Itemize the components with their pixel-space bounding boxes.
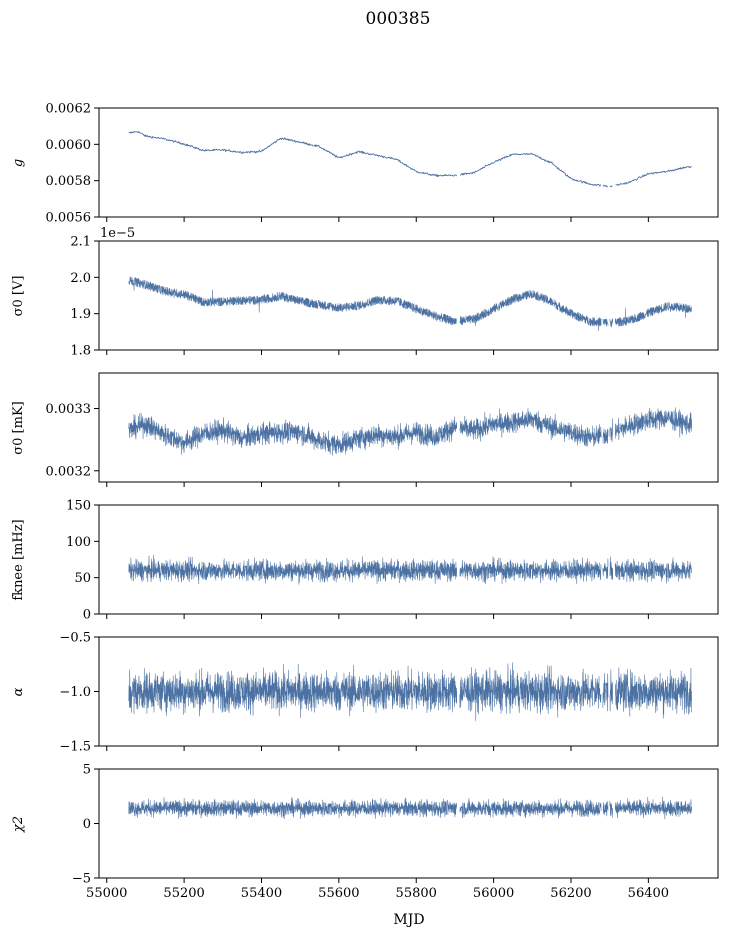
ytick-label: 0.0060 xyxy=(46,138,92,153)
ytick-label: 2.1 xyxy=(70,235,91,250)
series-line-5 xyxy=(128,796,692,820)
ytick-label: −1.5 xyxy=(59,740,91,755)
ytick-label: 5 xyxy=(83,763,91,778)
axes-frame-2 xyxy=(98,372,719,483)
ytick-label: 1.9 xyxy=(70,307,91,322)
series-line-0 xyxy=(128,130,692,188)
ylabel-chi2: χ2 xyxy=(11,816,26,833)
series-path-5 xyxy=(128,796,692,820)
ylabel-g: g xyxy=(11,159,26,167)
ytick-label: −5 xyxy=(72,872,91,887)
ytick-label: 0 xyxy=(83,608,91,623)
series-line-4 xyxy=(128,662,692,721)
ylabel-fknee: fknee [mHz] xyxy=(11,519,26,600)
figure-title: 000385 xyxy=(366,9,431,29)
series-path-2 xyxy=(128,407,692,456)
ylabel-alpha: α xyxy=(11,687,26,696)
xtick-label: 55200 xyxy=(163,886,204,901)
panel-gain: g 0.0056 0.0058 0.0060 0.0062 xyxy=(11,102,719,226)
ytick-label: 0.0062 xyxy=(46,102,92,117)
series-line-3 xyxy=(128,555,692,585)
series-line-2 xyxy=(128,407,692,456)
panel-chi2: χ2 −5 0 5 55000 55200 55400 55600 55800 56000 562… xyxy=(11,763,719,901)
series-path-0 xyxy=(128,130,692,188)
panel-alpha: α −1.5 −1.0 −0.5 xyxy=(11,631,719,755)
axes-frame-5 xyxy=(98,768,719,879)
xtick-label: 55800 xyxy=(396,886,437,901)
series-path-4 xyxy=(128,662,692,721)
axes-frame-1 xyxy=(98,240,719,351)
ytick-label: 0 xyxy=(83,817,91,832)
panel-sigma0-mk: σ0 [mK] 0.0032 0.0033 xyxy=(11,372,719,487)
ytick-label: 0.0032 xyxy=(46,464,92,479)
ytick-label: 0.0033 xyxy=(46,402,92,417)
axes-frame-3 xyxy=(98,504,719,615)
ytick-label: 150 xyxy=(66,499,91,514)
ytick-label: 100 xyxy=(66,535,91,550)
xtick-label: 55400 xyxy=(241,886,282,901)
panel-fknee: fknee [mHz] 0 50 100 150 xyxy=(11,499,719,623)
ytick-label: 2.0 xyxy=(70,271,91,286)
ylabel-sigma0-volts: σ0 [V] xyxy=(11,276,26,317)
xtick-label: 55000 xyxy=(86,886,127,901)
ytick-label: 0.0058 xyxy=(46,174,92,189)
ylabel-sigma0-mk: σ0 [mK] xyxy=(11,401,26,454)
ytick-label: −1.0 xyxy=(59,685,91,700)
series-line-1 xyxy=(128,276,692,332)
xtick-label: 56400 xyxy=(628,886,669,901)
xlabel: MJD xyxy=(393,912,424,928)
ytick-label: 50 xyxy=(74,571,91,586)
series-path-3 xyxy=(128,555,692,585)
ytick-label: 1.8 xyxy=(70,344,91,359)
ytick-label: −0.5 xyxy=(59,631,91,646)
panel-sigma0-volts: σ0 [V] 1e−5 1.8 1.9 2.0 2.1 xyxy=(11,226,719,359)
axes-frame-0 xyxy=(98,107,719,218)
offset-text: 1e−5 xyxy=(100,226,135,241)
xtick-label: 55600 xyxy=(318,886,359,901)
series-path-1 xyxy=(128,276,692,332)
ytick-label: 0.0056 xyxy=(46,211,92,226)
xtick-label: 56200 xyxy=(550,886,591,901)
xtick-label: 56000 xyxy=(473,886,514,901)
